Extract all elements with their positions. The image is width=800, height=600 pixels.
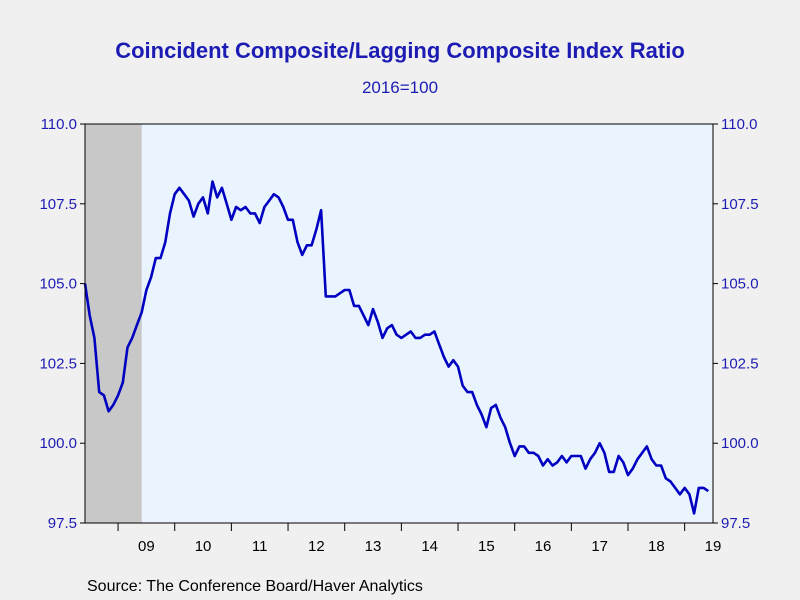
- series-line: [83, 180, 710, 515]
- y-tick-label-right: 107.5: [721, 196, 759, 213]
- y-tick-label: 97.5: [48, 515, 77, 532]
- y-tick-label-right: 100.0: [721, 435, 759, 452]
- x-tick-label: 11: [252, 538, 268, 555]
- x-axis: 09 10 11 12 13 14 15 16 17 18 19: [117, 523, 722, 555]
- x-tick-label: 14: [421, 538, 438, 555]
- x-tick-label: 09: [138, 538, 155, 555]
- x-tick-label: 18: [648, 538, 665, 555]
- plot-frame: [84, 123, 714, 524]
- y-tick-label: 100.0: [39, 435, 77, 452]
- y-tick-label: 105.0: [39, 276, 77, 293]
- recession-band: [85, 124, 142, 523]
- x-tick-label: 19: [705, 538, 722, 555]
- y-tick-label-right: 102.5: [721, 355, 759, 372]
- chart-subtitle: 2016=100: [361, 78, 439, 97]
- y-tick-label-right: 105.0: [721, 276, 759, 293]
- source-note: Source: The Conference Board/Haver Analy…: [87, 578, 423, 595]
- x-tick-label: 17: [591, 538, 608, 555]
- x-tick-label: 10: [195, 538, 212, 555]
- x-tick-label: 16: [535, 538, 552, 555]
- y-axis-left: 110.0 107.5 105.0 102.5 100.0 97.5: [39, 116, 85, 532]
- y-tick-label: 110.0: [41, 116, 77, 133]
- y-tick-label: 102.5: [39, 355, 77, 372]
- x-tick-label: 13: [365, 538, 382, 555]
- y-tick-label-right: 97.5: [721, 515, 750, 532]
- x-tick-label: 15: [478, 538, 495, 555]
- y-tick-label: 107.5: [39, 196, 77, 213]
- chart-title: Coincident Composite/Lagging Composite I…: [115, 38, 685, 63]
- y-axis-right: 110.0 107.5 105.0 102.5 100.0 97.5: [713, 116, 759, 532]
- plot-area: [85, 124, 713, 523]
- y-tick-label-right: 110.0: [721, 116, 757, 133]
- x-tick-label: 12: [308, 538, 325, 555]
